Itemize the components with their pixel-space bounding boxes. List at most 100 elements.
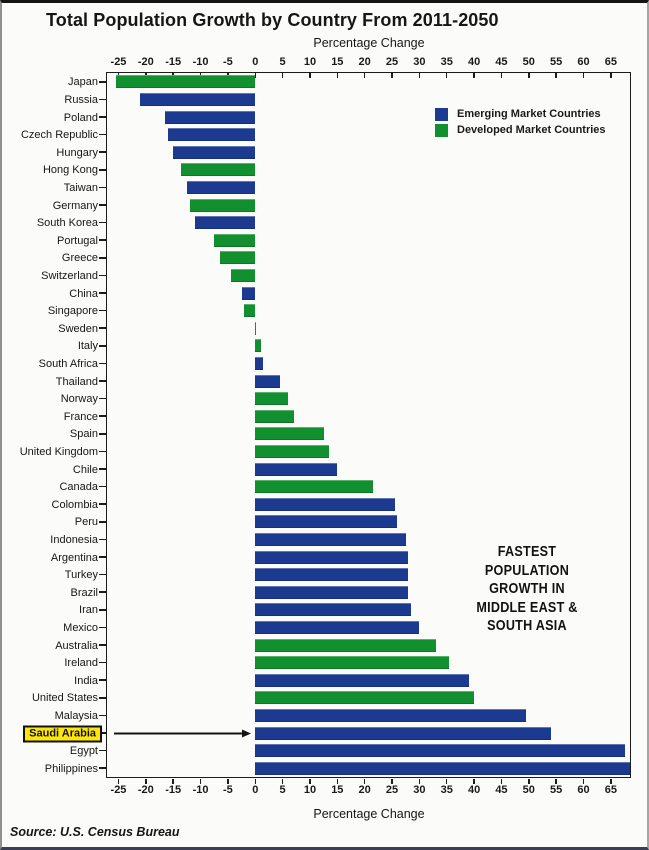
y-tick-china (99, 292, 106, 294)
y-tick-chile (99, 468, 106, 470)
x-tick-label-top-60: 60 (577, 56, 590, 68)
x-tick-label-bottom--25: -25 (110, 784, 127, 796)
x-tick-top-25 (391, 73, 393, 78)
country-label-norway: Norway (60, 393, 98, 406)
country-label-saudi-arabia: Saudi Arabia (2, 725, 102, 742)
annotation-line-4: MIDDLE EAST & (476, 598, 578, 616)
bar-sweden (255, 321, 257, 335)
bar-china (241, 286, 256, 300)
bar-south-korea (195, 216, 256, 230)
x-tick-label-bottom-60: 60 (577, 784, 590, 796)
x-tick-bottom-60 (582, 778, 585, 784)
country-label-united-kingdom: United Kingdom (19, 445, 98, 458)
x-tick-bottom--5 (227, 778, 229, 784)
x-tick-label-top-50: 50 (522, 56, 535, 68)
x-tick-top-10 (309, 73, 311, 78)
country-label-iran: Iran (79, 604, 98, 617)
bar-philippines (255, 761, 630, 775)
x-tick-label-top--20: -20 (137, 56, 154, 68)
country-label-indonesia: Indonesia (50, 533, 98, 546)
x-tick-bottom-0 (254, 778, 256, 784)
country-label-peru: Peru (74, 516, 98, 529)
bar-singapore (244, 304, 256, 318)
country-label-russia: Russia (64, 93, 98, 106)
country-label-hungary: Hungary (56, 146, 98, 159)
bar-italy (255, 339, 261, 353)
country-label-ireland: Ireland (64, 657, 98, 670)
y-tick-russia (99, 98, 106, 101)
source-note: Source: U.S. Census Bureau (10, 825, 180, 839)
x-tick-label-bottom--5: -5 (223, 784, 233, 796)
country-label-germany: Germany (52, 199, 98, 212)
bar-south-africa (255, 356, 264, 370)
bar-thailand (255, 374, 280, 388)
country-label-egypt: Egypt (69, 745, 98, 758)
y-tick-malaysia (99, 714, 106, 717)
country-label-poland: Poland (63, 111, 98, 124)
x-tick-label-bottom-35: 35 (440, 784, 453, 796)
x-tick-label-top-25: 25 (385, 56, 399, 68)
legend-item-developed: Developed Market Countries (435, 122, 606, 138)
legend-label-emerging: Emerging Market Countries (457, 108, 601, 120)
country-label-south-korea: South Korea (36, 217, 98, 230)
country-label-singapore: Singapore (47, 305, 98, 318)
y-tick-hong-kong (99, 169, 106, 171)
y-tick-india (99, 679, 106, 681)
x-tick-label-bottom--10: -10 (192, 784, 209, 796)
y-tick-spain (99, 433, 106, 435)
highlight-arrow (114, 729, 251, 738)
y-tick-poland (99, 116, 106, 118)
bar-peru (255, 515, 398, 529)
country-label-canada: Canada (59, 481, 98, 494)
country-label-south-africa: South Africa (38, 357, 98, 370)
x-tick-bottom-10 (309, 778, 311, 784)
bar-united-states (255, 691, 475, 705)
x-tick-top-20 (363, 73, 366, 78)
y-tick-ireland (99, 661, 106, 664)
x-tick-label-bottom-10: 10 (303, 784, 317, 796)
country-label-china: China (69, 287, 98, 300)
y-tick-south-korea (99, 221, 106, 224)
x-tick-bottom-25 (391, 778, 393, 784)
x-tick-top-40 (473, 73, 475, 78)
bar-greece (219, 251, 256, 265)
y-tick-germany (99, 204, 106, 206)
x-tick-bottom-50 (528, 778, 530, 784)
country-label-turkey: Turkey (64, 569, 98, 582)
x-tick-label-top-0: 0 (252, 56, 259, 68)
y-tick-thailand (99, 380, 106, 382)
y-tick-egypt (99, 749, 106, 752)
country-label-brazil: Brazil (70, 586, 98, 599)
x-tick-top-35 (445, 73, 448, 78)
bar-canada (255, 480, 373, 494)
country-label-czech-republic: Czech Republic (20, 129, 98, 142)
y-tick-france (99, 415, 106, 417)
x-tick-label-bottom-55: 55 (550, 784, 563, 796)
y-tick-taiwan (99, 186, 106, 189)
y-tick-czech-republic (99, 133, 106, 136)
y-tick-argentina (99, 556, 106, 558)
bar-brazil (255, 585, 409, 599)
y-tick-australia (99, 644, 106, 646)
bar-norway (255, 392, 289, 406)
country-label-malaysia: Malaysia (54, 709, 98, 722)
country-label-thailand: Thailand (55, 375, 98, 388)
x-tick-bottom-30 (418, 778, 421, 784)
x-tick-top-65 (610, 73, 612, 78)
y-tick-brazil (99, 591, 106, 593)
y-tick-iran (99, 609, 106, 611)
country-label-japan: Japan (68, 76, 98, 89)
x-axis-title-bottom: Percentage Change (313, 807, 425, 821)
x-tick-bottom-20 (363, 778, 366, 784)
bar-united-kingdom (255, 444, 330, 458)
x-tick-bottom-40 (473, 778, 475, 784)
x-tick-label-top-30: 30 (413, 56, 426, 68)
legend: Emerging Market Countries Developed Mark… (435, 106, 606, 138)
bar-france (255, 409, 294, 423)
x-tick-label-top--25: -25 (110, 56, 127, 68)
x-tick-label-top--5: -5 (223, 56, 233, 68)
x-tick-bottom-45 (500, 778, 503, 784)
annotation-fastest-growth: FASTEST POPULATION GROWTH IN MIDDLE EAST & S… (456, 543, 599, 636)
country-label-philippines: Philippines (44, 762, 98, 775)
